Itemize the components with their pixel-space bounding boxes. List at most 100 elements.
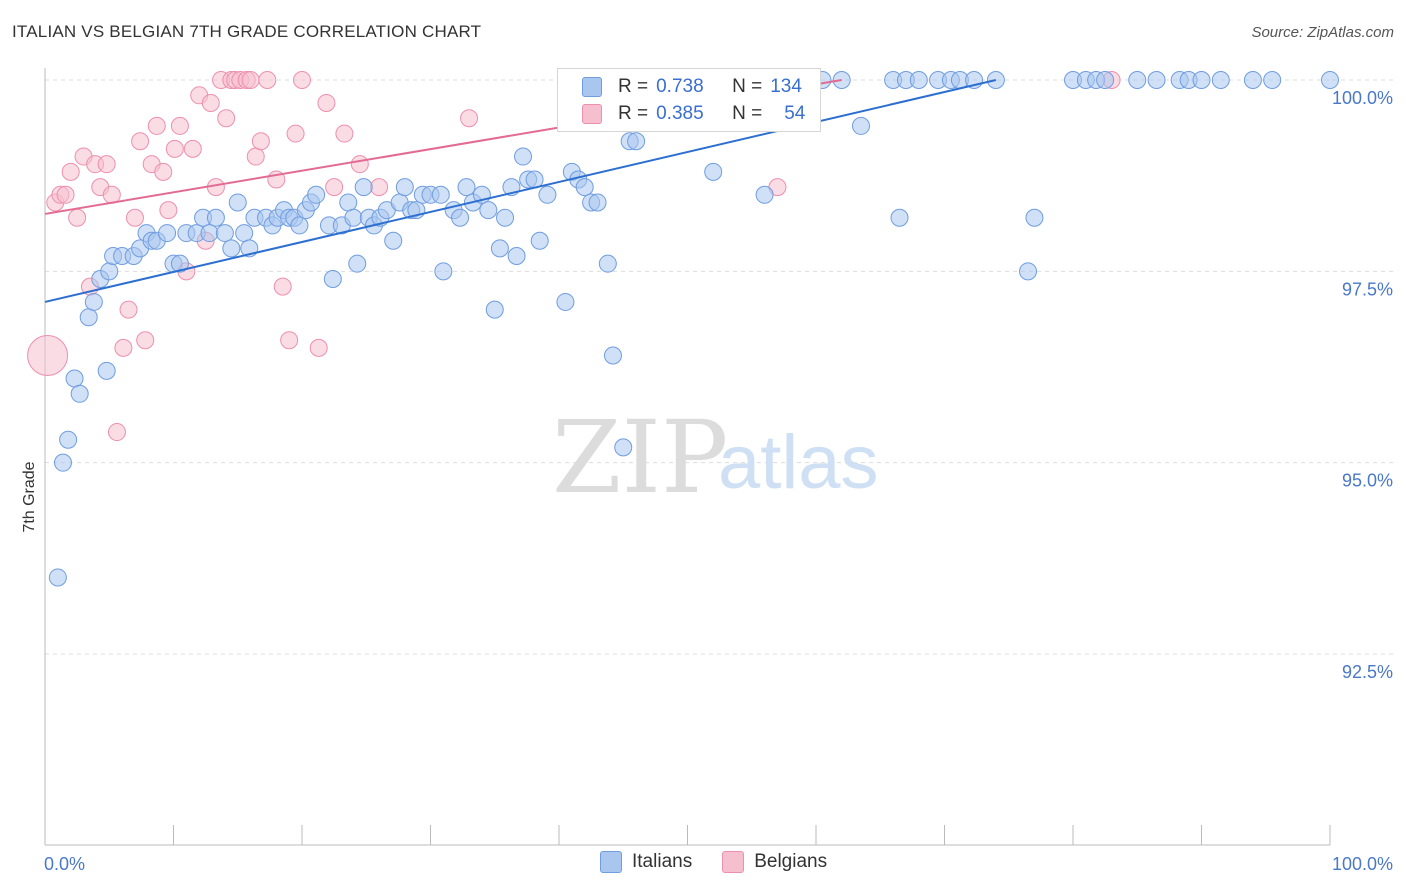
italian-point <box>507 247 526 266</box>
italian-point <box>53 453 72 472</box>
belgian-point <box>27 335 69 377</box>
axes <box>44 68 1331 846</box>
italian-point <box>1243 71 1262 89</box>
legend-item-italians[interactable]: Italians <box>600 851 692 873</box>
italian-point <box>344 208 363 227</box>
italian-point <box>170 254 189 273</box>
y-tick-labels: 92.5% 95.0% 97.5% 100.0% <box>1332 88 1393 682</box>
legend-label-italians: Italians <box>632 851 693 872</box>
italian-point <box>158 224 177 243</box>
belgian-point <box>147 116 166 135</box>
italian-point <box>496 208 515 227</box>
legend-r-value-italians: 0.738 <box>656 76 704 97</box>
belgian-point <box>125 208 144 227</box>
italian-point <box>100 262 119 281</box>
belgian-point <box>56 185 75 204</box>
italian-point <box>485 300 504 319</box>
italian-point <box>1025 208 1044 227</box>
legend-item-belgians[interactable]: Belgians <box>722 851 827 873</box>
y-tick-label: 92.5% <box>1342 662 1393 682</box>
italian-point <box>614 438 633 457</box>
italian-point <box>457 178 476 197</box>
belgian-point <box>131 132 150 151</box>
italian-point <box>384 231 403 250</box>
belgians-points <box>27 71 1121 442</box>
belgian-point <box>286 124 305 143</box>
italian-point <box>490 239 509 258</box>
source-label: Source: ZipAtlas.com <box>1251 24 1394 41</box>
italian-point <box>530 231 549 250</box>
belgian-point <box>114 338 133 357</box>
belgian-point <box>350 155 369 174</box>
italian-point <box>323 269 342 288</box>
italian-point <box>479 201 498 220</box>
belgian-point <box>335 124 354 143</box>
italian-point <box>206 208 225 227</box>
belgian-point <box>201 93 220 112</box>
legend-n-label: N = <box>732 76 763 97</box>
legend-n-label: N = <box>732 103 763 124</box>
italian-point <box>222 239 241 258</box>
italian-point <box>48 568 67 587</box>
legend-swatch-italians <box>600 851 622 873</box>
belgian-point <box>165 139 184 158</box>
belgian-point <box>258 71 277 89</box>
italian-point <box>627 132 646 151</box>
stats-legend: R = 0.738 N = 134 R = 0.385 N = 54 <box>557 68 821 132</box>
belgian-point <box>273 277 292 296</box>
belgian-point <box>217 109 236 128</box>
legend-swatch-belgians <box>722 851 745 873</box>
legend-r-label: R = <box>618 76 649 97</box>
belgian-point <box>61 162 80 181</box>
italian-point <box>1096 71 1115 89</box>
belgian-point <box>68 208 87 227</box>
italian-point <box>704 162 723 181</box>
x-tick-max: 100.0% <box>1332 854 1393 874</box>
italian-point <box>395 178 414 197</box>
italians-trend-line <box>44 79 997 303</box>
italian-point <box>451 208 470 227</box>
italian-point <box>59 430 78 449</box>
italian-point <box>434 262 453 281</box>
trend-lines <box>44 79 997 303</box>
legend-label-belgians: Belgians <box>754 851 828 872</box>
italian-point <box>514 147 533 166</box>
italian-point <box>755 185 774 204</box>
y-tick-label: 95.0% <box>1342 471 1393 491</box>
italian-point <box>79 308 98 327</box>
italian-point <box>290 216 309 235</box>
chart-title: ITALIAN VS BELGIAN 7TH GRADE CORRELATION… <box>12 22 482 41</box>
italian-point <box>84 292 103 311</box>
watermark-zip: ZIP <box>552 399 728 516</box>
legend-n-value-italians: 134 <box>770 76 802 97</box>
italian-point <box>1321 71 1339 89</box>
belgian-point <box>136 331 155 350</box>
italian-point <box>1128 71 1147 89</box>
legend-n-value-belgians: 54 <box>784 103 806 124</box>
italian-point <box>235 224 254 243</box>
italian-point <box>97 361 116 380</box>
italian-point <box>575 178 594 197</box>
italian-point <box>70 384 89 403</box>
belgian-point <box>325 178 344 197</box>
legend-row-italians: R = 0.738 N = 134 <box>558 73 802 101</box>
italian-point <box>307 185 326 204</box>
italian-point <box>538 185 557 204</box>
belgian-point <box>107 423 126 442</box>
italian-point <box>215 224 234 243</box>
italian-point <box>588 193 607 212</box>
y-axis-label: 7th Grade <box>21 461 38 532</box>
belgian-point <box>309 338 328 357</box>
italian-point <box>851 116 870 135</box>
legend-swatch-italians <box>582 77 602 97</box>
italian-point <box>228 193 247 212</box>
italian-point <box>909 71 928 89</box>
y-tick-label: 100.0% <box>1332 88 1393 108</box>
italian-point <box>348 254 367 273</box>
belgian-point <box>246 147 265 166</box>
belgian-point <box>293 71 311 89</box>
italian-point <box>1211 71 1230 89</box>
belgian-point <box>154 162 173 181</box>
belgian-point <box>170 116 189 135</box>
italian-point <box>354 178 373 197</box>
